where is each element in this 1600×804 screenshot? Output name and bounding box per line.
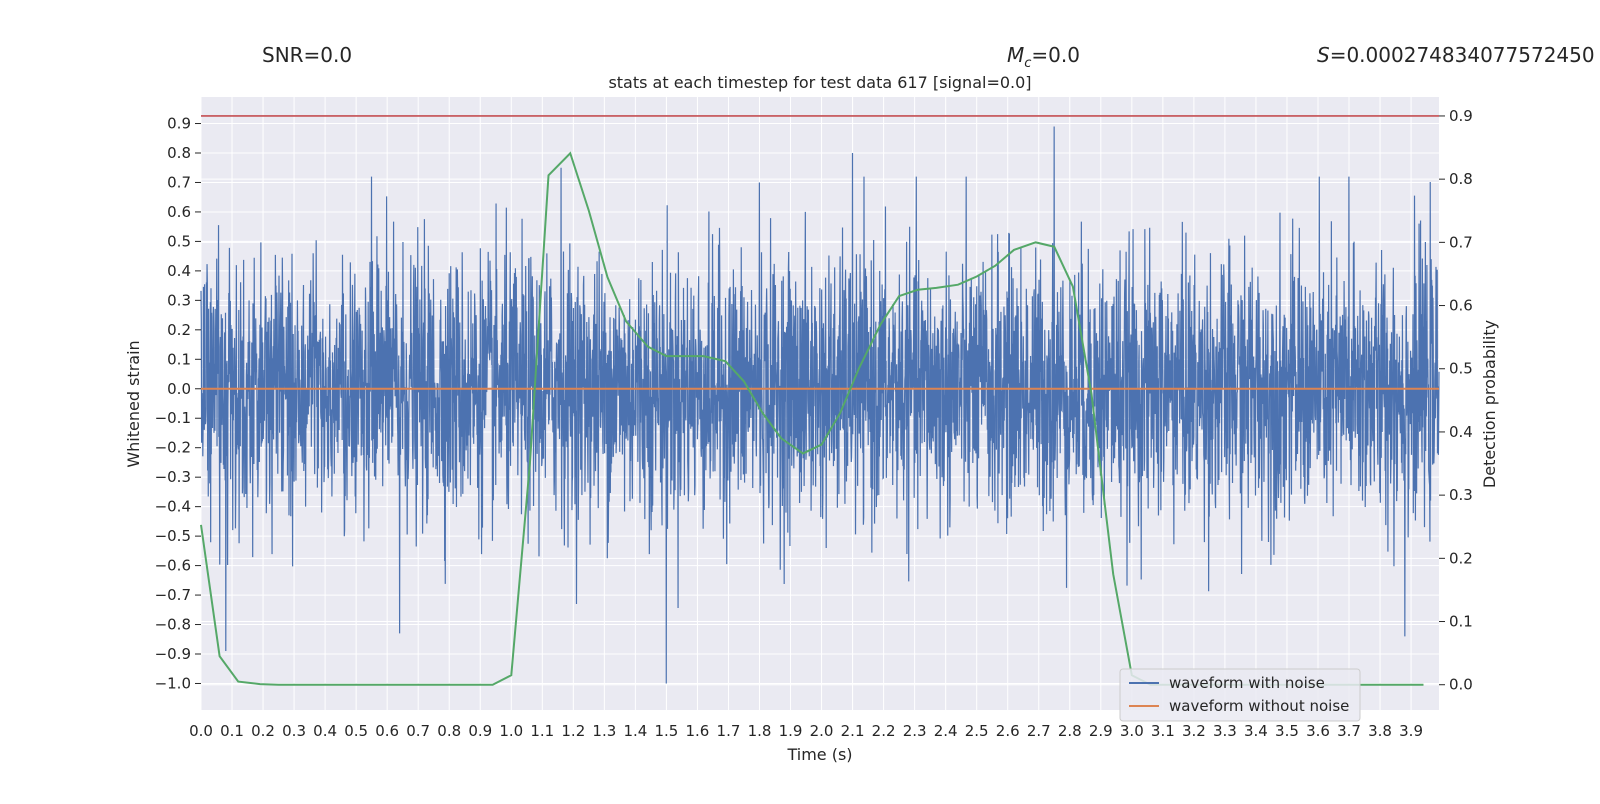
series-waveform-with-noise: [200, 126, 1440, 684]
x-tick-label: 0.2: [251, 722, 275, 740]
noise-waveform-line: [200, 126, 1440, 684]
chirp-mass-subscript: c: [1024, 56, 1031, 71]
x-tick-label: 3.3: [1213, 722, 1237, 740]
y-right-tick-label: 0.9: [1449, 107, 1473, 125]
y-right-tick-label: 0.7: [1449, 233, 1473, 251]
y-left-tick-label: 0.8: [167, 144, 191, 162]
y-left-tick-label: −0.5: [155, 527, 191, 545]
y-left-tick-label: 0.4: [167, 262, 191, 280]
x-tick-label: 3.1: [1151, 722, 1175, 740]
y-left-tick-label: 0.6: [167, 203, 191, 221]
x-tick-label: 2.3: [903, 722, 927, 740]
x-tick-label: 0.8: [437, 722, 461, 740]
y-right-tick-label: 0.4: [1449, 423, 1473, 441]
y-left-tick-label: −0.8: [155, 616, 191, 634]
legend-label-clean: waveform without noise: [1169, 697, 1349, 715]
s-value: =0.000274834077572450: [1330, 43, 1595, 67]
y-left-tick-label: 0.5: [167, 232, 191, 250]
y-left-tick-label: 0.1: [167, 350, 191, 368]
legend-label-noise: waveform with noise: [1169, 674, 1325, 692]
y-axis-left-label: Whitened strain: [124, 340, 143, 467]
s-symbol: S: [1317, 43, 1330, 67]
x-tick-label: 1.9: [779, 722, 803, 740]
x-tick-label: 0.6: [375, 722, 399, 740]
x-tick-label: 3.4: [1244, 722, 1268, 740]
x-tick-label: 2.5: [965, 722, 989, 740]
legend-box: [1119, 668, 1361, 722]
y-left-tick-label: −0.9: [155, 645, 191, 663]
x-tick-label: 3.6: [1306, 722, 1330, 740]
x-tick-label: 3.5: [1275, 722, 1299, 740]
snr-header: SNR=0.0: [262, 43, 352, 67]
x-tick-label: 3.0: [1120, 722, 1144, 740]
x-tick-label: 3.2: [1182, 722, 1206, 740]
chart-title: stats at each timestep for test data 617…: [608, 73, 1031, 92]
y-left-tick-label: 0.2: [167, 321, 191, 339]
x-tick-label: 0.7: [406, 722, 430, 740]
legend: waveform with noise waveform without noi…: [1119, 668, 1361, 722]
y-right-tick-label: 0.5: [1449, 360, 1473, 378]
x-tick-label: 1.2: [561, 722, 585, 740]
chirp-mass-value: =0.0: [1031, 43, 1080, 67]
y-left-tick-label: 0.3: [167, 291, 191, 309]
x-tick-label: 3.7: [1337, 722, 1361, 740]
x-tick-label: 2.1: [841, 722, 865, 740]
x-tick-label: 1.0: [499, 722, 523, 740]
y-left-tick-label: −1.0: [155, 674, 191, 692]
x-tick-label: 0.1: [220, 722, 244, 740]
x-tick-label: 1.3: [592, 722, 616, 740]
x-tick-label: 0.3: [282, 722, 306, 740]
x-tick-label: 1.7: [717, 722, 741, 740]
y-right-tick-label: 0.0: [1449, 676, 1473, 694]
y-axis-right-label: Detection probability: [1480, 320, 1499, 488]
y-left-tick-label: −0.3: [155, 468, 191, 486]
y-left-tick-label: −0.4: [155, 498, 191, 516]
y-axis-right-ticks: 0.0 0.1 0.2 0.3 0.4 0.5 0.6 0.7 0.8 0.9: [1439, 107, 1473, 694]
y-right-tick-label: 0.2: [1449, 549, 1473, 567]
y-axis-left-ticks: −1.0 −0.9 −0.8 −0.7 −0.6 −0.5 −0.4 −0.3 −0.2 −0.1…: [155, 115, 201, 692]
x-axis-label: Time (s): [786, 745, 852, 764]
chirp-mass-symbol: M: [1007, 43, 1024, 67]
x-tick-label: 1.5: [654, 722, 678, 740]
x-tick-label: 0.5: [344, 722, 368, 740]
x-tick-label: 1.6: [686, 722, 710, 740]
y-left-tick-label: −0.7: [155, 586, 191, 604]
y-right-tick-label: 0.1: [1449, 613, 1473, 631]
y-left-tick-label: −0.2: [155, 439, 191, 457]
x-tick-label: 1.1: [530, 722, 554, 740]
x-tick-label: 2.4: [934, 722, 958, 740]
s-header: S=0.000274834077572450: [1317, 43, 1595, 67]
x-tick-label: 3.9: [1399, 722, 1423, 740]
y-right-tick-label: 0.6: [1449, 297, 1473, 315]
y-left-tick-label: −0.6: [155, 557, 191, 575]
x-tick-label: 2.2: [872, 722, 896, 740]
x-axis-ticks: 0.0 0.1 0.2 0.3 0.4 0.5 0.6 0.7 0.8 0.9 1.0 1.1 1.2 1…: [189, 722, 1423, 740]
x-tick-label: 0.9: [468, 722, 492, 740]
y-right-tick-label: 0.8: [1449, 170, 1473, 188]
chirp-mass-header: Mc=0.0: [1007, 43, 1080, 71]
y-left-tick-label: 0.7: [167, 173, 191, 191]
y-right-tick-label: 0.3: [1449, 486, 1473, 504]
x-tick-label: 2.7: [1027, 722, 1051, 740]
x-tick-label: 0.4: [313, 722, 337, 740]
x-tick-label: 2.6: [996, 722, 1020, 740]
x-tick-label: 2.9: [1089, 722, 1113, 740]
x-tick-label: 0.0: [189, 722, 213, 740]
y-left-tick-label: 0.9: [167, 115, 191, 133]
x-tick-label: 1.4: [623, 722, 647, 740]
x-tick-label: 3.8: [1368, 722, 1392, 740]
x-tick-label: 2.0: [810, 722, 834, 740]
x-tick-label: 2.8: [1058, 722, 1082, 740]
x-tick-label: 1.8: [748, 722, 772, 740]
y-left-tick-label: 0.0: [167, 380, 191, 398]
y-left-tick-label: −0.1: [155, 409, 191, 427]
